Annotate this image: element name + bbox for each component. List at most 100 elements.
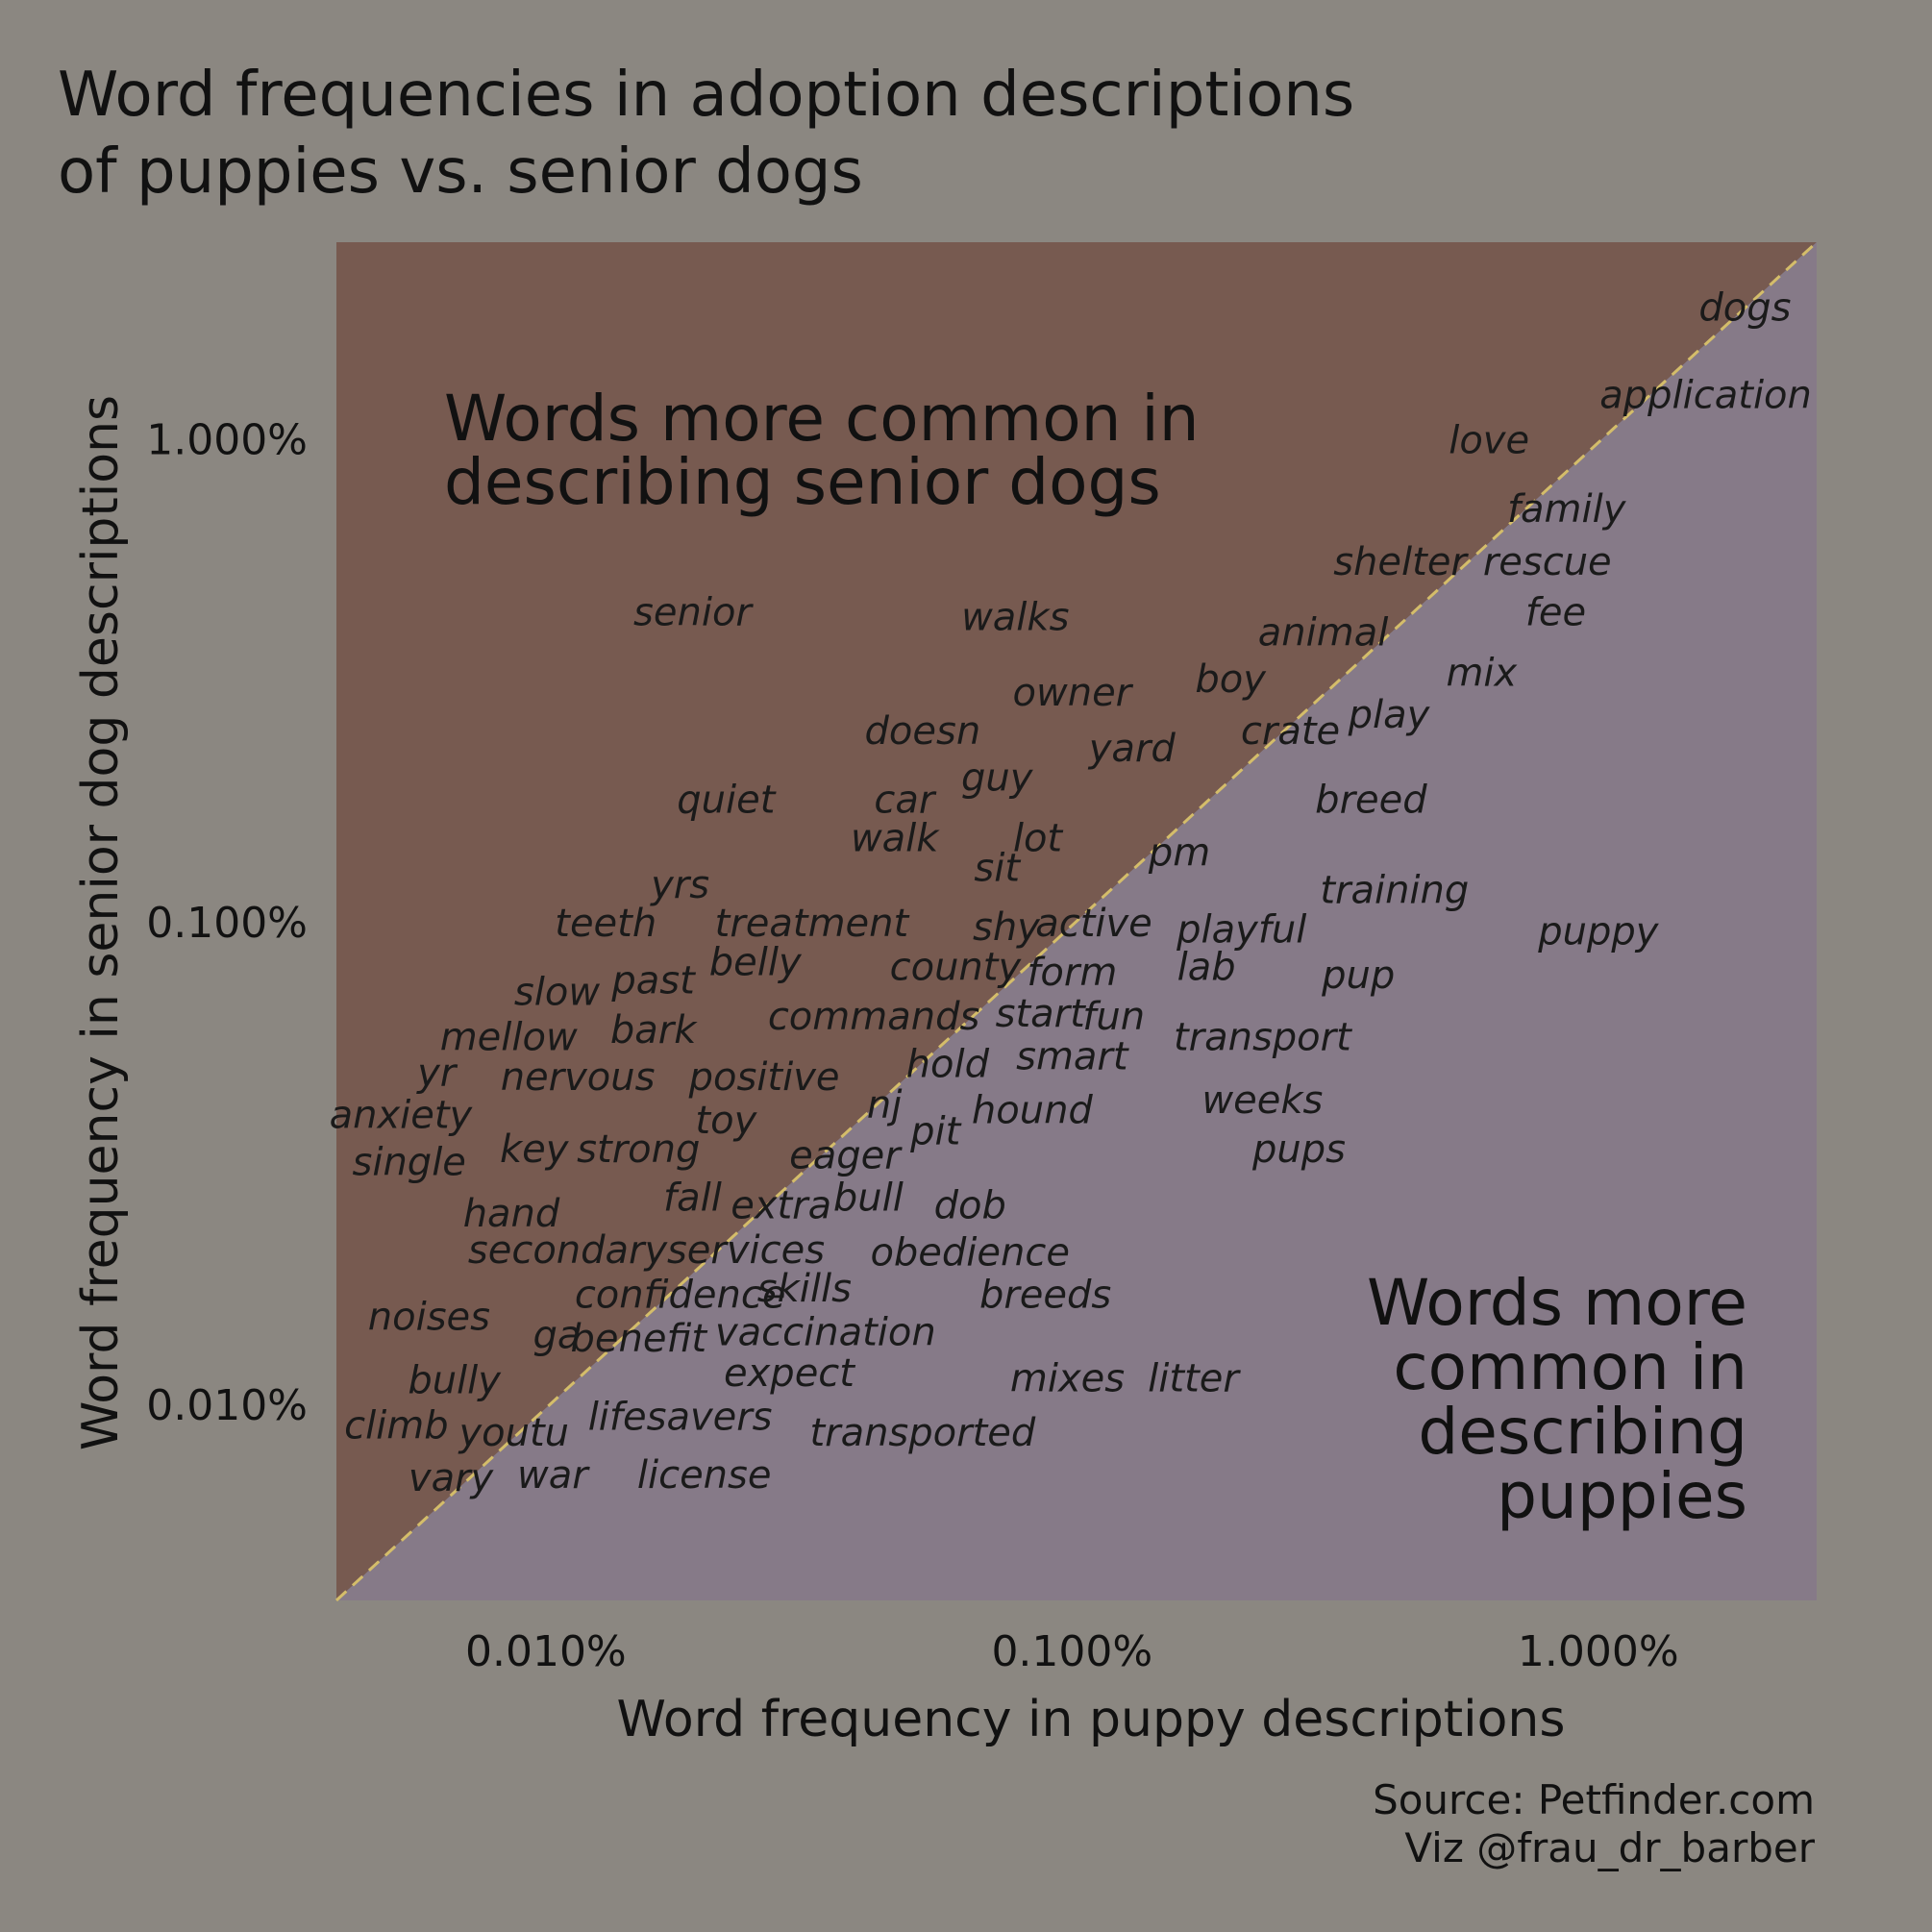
word-point: bully	[408, 1358, 502, 1402]
word-point: litter	[1148, 1357, 1241, 1401]
word-point: vary	[409, 1456, 495, 1500]
word-point: puppy	[1537, 910, 1660, 954]
word-point: services	[667, 1228, 825, 1273]
word-point: playful	[1176, 907, 1306, 952]
word-point: noises	[368, 1295, 490, 1339]
word-point: mixes	[1010, 1357, 1125, 1401]
word-point: breed	[1315, 779, 1427, 823]
word-point: obedience	[870, 1230, 1070, 1275]
puppy-region-label-line: describing	[1418, 1395, 1747, 1469]
word-point: smart	[1016, 1034, 1129, 1078]
word-point: positive	[688, 1055, 840, 1100]
chart-title-line-2: of puppies vs. senior dogs	[58, 136, 863, 208]
word-point: key	[500, 1127, 570, 1172]
word-point: yard	[1088, 727, 1177, 771]
source-line-2: Viz @frau_dr_barber	[1404, 1824, 1815, 1871]
word-point: doesn	[865, 709, 981, 754]
word-point: toy	[695, 1099, 757, 1143]
word-point: love	[1449, 418, 1529, 462]
x-axis-title: Word frequency in puppy descriptions	[617, 1691, 1566, 1748]
y-tick-label: 0.100%	[146, 899, 308, 948]
word-point: fee	[1525, 591, 1586, 635]
x-tick-label: 1.000%	[1518, 1627, 1679, 1676]
word-point: lifesavers	[588, 1395, 773, 1439]
word-point: yrs	[650, 863, 709, 907]
word-point: ga	[533, 1314, 582, 1358]
word-point: mix	[1446, 651, 1517, 695]
word-point: pups	[1251, 1127, 1346, 1172]
source-line-1: Source: Petfinder.com	[1373, 1776, 1815, 1823]
word-point: treatment	[715, 902, 910, 946]
word-point: nervous	[501, 1055, 656, 1100]
senior-region-label-line: Words more common in	[444, 382, 1200, 456]
word-point: training	[1320, 869, 1469, 913]
word-point: slow	[514, 970, 600, 1014]
word-point: expect	[724, 1351, 855, 1396]
chart-title-line-1: Word frequencies in adoption description…	[58, 60, 1354, 131]
word-point: hound	[972, 1088, 1094, 1132]
word-point: play	[1348, 693, 1431, 737]
word-point: skills	[757, 1267, 852, 1311]
word-point: family	[1507, 487, 1627, 532]
y-tick-label: 1.000%	[146, 415, 308, 464]
word-point: start	[996, 992, 1086, 1036]
word-point: transported	[809, 1411, 1035, 1455]
word-point: crate	[1241, 709, 1340, 754]
word-point: commands	[768, 995, 980, 1039]
word-point: hand	[463, 1192, 560, 1236]
puppy-region-label-line: Words more	[1367, 1266, 1747, 1340]
word-point: extra	[731, 1184, 831, 1228]
equal-frequency-line	[334, 240, 1819, 1602]
word-point: pm	[1148, 830, 1210, 875]
word-point: strong	[577, 1127, 700, 1172]
word-point: owner	[1013, 671, 1134, 715]
word-point: bark	[610, 1008, 698, 1053]
word-point: anxiety	[330, 1094, 474, 1138]
word-point: car	[874, 779, 937, 823]
x-tick-label: 0.100%	[991, 1627, 1152, 1676]
word-point: senior	[633, 591, 754, 635]
word-point: rescue	[1483, 540, 1612, 584]
y-tick-label: 0.010%	[146, 1381, 308, 1430]
word-point: lot	[1013, 816, 1064, 860]
word-point: eager	[789, 1134, 903, 1178]
word-point: dob	[934, 1184, 1006, 1228]
word-point: county	[890, 946, 1023, 990]
word-point: walk	[851, 816, 940, 860]
word-point: confidence	[575, 1273, 786, 1317]
y-axis-title: Word frequency in senior dog description…	[72, 395, 130, 1450]
word-point: bull	[833, 1176, 904, 1220]
word-point: yr	[416, 1051, 458, 1095]
word-point: fun	[1082, 995, 1145, 1039]
word-point: weeks	[1201, 1078, 1323, 1123]
word-point: quiet	[677, 779, 776, 823]
word-point: hold	[906, 1043, 990, 1087]
word-point: form	[1027, 951, 1117, 995]
word-point: pit	[909, 1110, 962, 1154]
word-point: application	[1599, 374, 1812, 418]
word-point: boy	[1195, 657, 1267, 702]
word-point: shy	[973, 905, 1041, 950]
word-point: mellow	[440, 1016, 578, 1060]
word-point: single	[353, 1140, 466, 1184]
word-point: belly	[709, 940, 803, 984]
x-tick-label: 0.010%	[465, 1627, 627, 1676]
word-point: active	[1035, 902, 1152, 946]
word-point: past	[610, 959, 696, 1003]
word-point: benefit	[571, 1317, 708, 1361]
word-point: transport	[1174, 1016, 1352, 1060]
word-point: secondary	[468, 1228, 669, 1273]
word-point: fall	[663, 1176, 722, 1220]
puppy-region-label-line: puppies	[1497, 1459, 1747, 1533]
word-point: teeth	[555, 902, 656, 946]
word-point: climb	[344, 1404, 449, 1449]
senior-region-label-line: describing senior dogs	[444, 445, 1161, 519]
word-point: pup	[1321, 954, 1395, 998]
word-point: sit	[974, 847, 1021, 891]
word-point: vaccination	[715, 1311, 936, 1355]
word-point: animal	[1258, 610, 1389, 655]
puppy-region-label-line: common in	[1393, 1330, 1747, 1404]
word-point: guy	[961, 756, 1034, 801]
word-point: war	[517, 1453, 590, 1498]
